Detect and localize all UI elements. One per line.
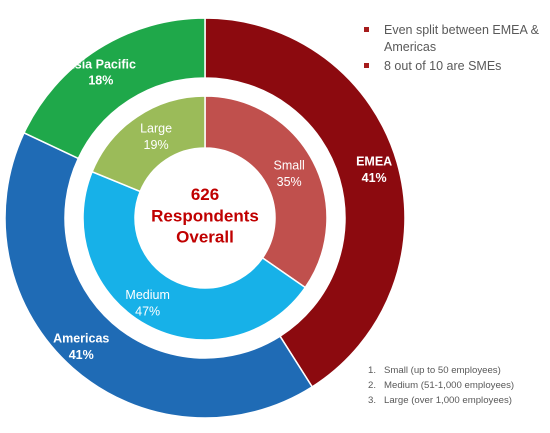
size-definition-text: Medium (51-1,000 employees) [384,380,515,391]
size-definition-number: 3. [368,395,377,406]
size-definition-text: Large (over 1,000 employees) [384,395,512,406]
outer-ring-label-americas: Americas 41% [53,332,109,362]
inner-ring-slice-small [204,95,328,289]
size-definitions-list: 1. Small (up to 50 employees) 2. Medium (5… [368,363,550,408]
key-points-list: Even split between EMEA & Americas 8 out… [362,22,547,77]
bullet-square-icon [364,63,369,68]
size-definition-number: 2. [368,380,377,391]
inner-ring-slice-medium [82,170,307,341]
center-total-label: 626 Respondents Overall [151,185,259,247]
size-definition: 3. Large (over 1,000 employees) [368,393,550,408]
outer-ring-label-asia-pacific: Asia Pacific 18% [66,57,136,87]
inner-ring-label-large: Large 19% [140,122,172,152]
outer-ring-slice-americas [4,131,314,419]
key-point-text: 8 out of 10 are SMEs [384,59,502,73]
size-definition-number: 1. [368,365,377,376]
size-definition-text: Small (up to 50 employees) [384,365,501,376]
key-point: Even split between EMEA & Americas [362,22,547,56]
outer-ring-slice-asia-pacific [23,17,206,160]
key-point-text: Even split between EMEA & Americas [384,23,539,54]
inner-ring-label-small: Small 35% [274,159,305,189]
size-definition: 1. Small (up to 50 employees) [368,363,550,378]
outer-ring-slice-emea [204,17,406,388]
inner-ring-slice-large [91,95,206,193]
size-definition: 2. Medium (51-1,000 employees) [368,378,550,393]
outer-ring-label-emea: EMEA 41% [356,155,392,185]
bullet-square-icon [364,27,369,32]
key-point: 8 out of 10 are SMEs [362,58,547,75]
inner-ring-label-medium: Medium 47% [125,288,169,318]
